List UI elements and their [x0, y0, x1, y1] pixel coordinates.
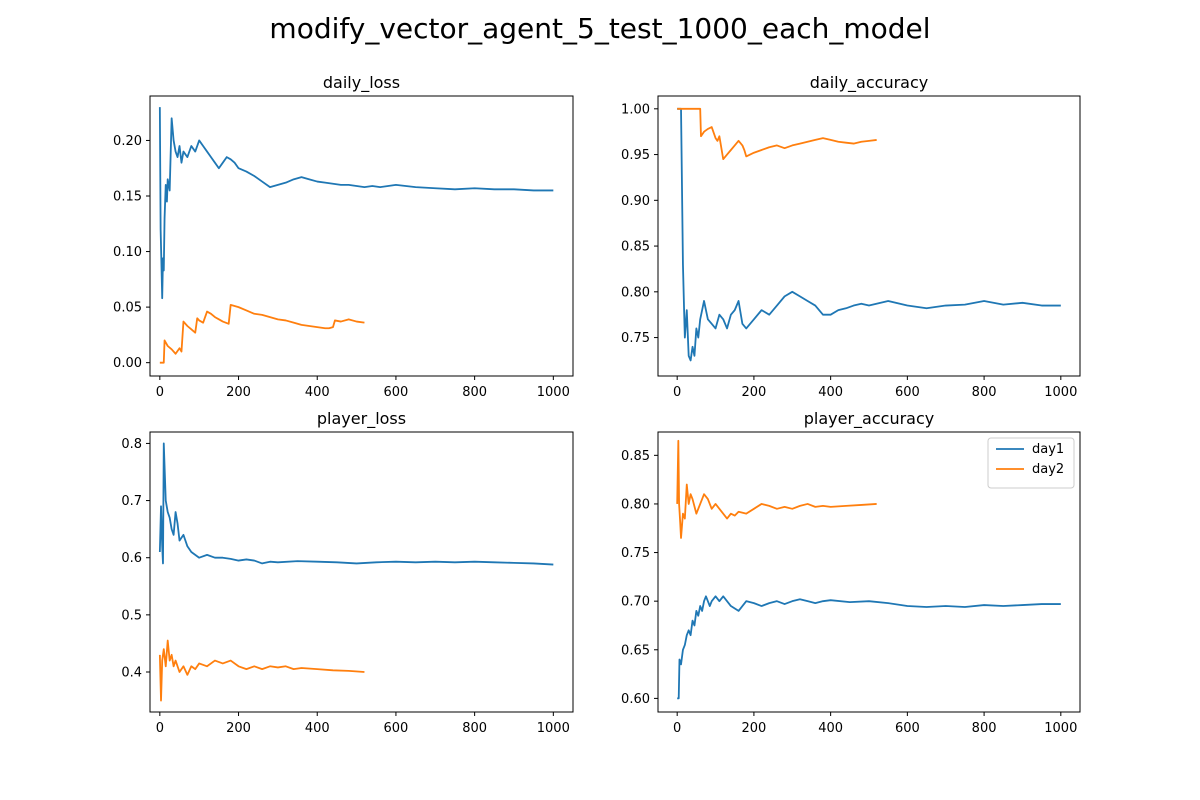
daily-loss-x-tick-label: 0: [156, 385, 164, 400]
daily-accuracy-x-tick-label: 0: [673, 385, 681, 400]
player-loss-frame: [149, 431, 574, 713]
subplot-daily-loss: daily_loss 0 200 400 600 800 1000 0.00 0.05 0.10 0…: [113, 73, 574, 400]
player-loss-series-day1: [158, 442, 554, 566]
daily-loss-x-tick-label: 200: [226, 385, 251, 400]
daily-loss-y-tick-label: 0.00: [113, 356, 142, 371]
daily-loss-y-tick-label: 0.05: [113, 301, 142, 316]
daily-accuracy-x-tick-label: 1000: [1044, 385, 1077, 400]
daily-loss-x-tick-label: 1000: [537, 385, 570, 400]
daily-loss-series-day1: [158, 107, 554, 300]
player-accuracy-y-tick-label: 0.65: [621, 643, 650, 658]
player-accuracy-x-tick-label: 0: [673, 721, 681, 736]
legend-box: [987, 437, 1075, 489]
player-accuracy-x-tick-label: 200: [741, 721, 766, 736]
player-loss-x-tick-label: 600: [384, 721, 409, 736]
player-loss-x-tick-label: 200: [226, 721, 251, 736]
player-loss-y-tick-label: 0.7: [121, 494, 142, 509]
daily-loss-title: daily_loss: [323, 73, 400, 93]
player-loss-y-tick-label: 0.4: [121, 666, 142, 681]
daily-accuracy-y-tick-label: 0.90: [621, 194, 650, 209]
daily-loss-y-tick-label: 0.10: [113, 245, 142, 260]
player-loss-y-tick-label: 0.5: [121, 608, 142, 623]
player-accuracy-title: player_accuracy: [804, 409, 934, 429]
daily-loss-y-tick-label: 0.15: [113, 190, 142, 205]
daily-accuracy-y-tick-label: 0.95: [621, 148, 650, 163]
daily-accuracy-x-tick-label: 400: [818, 385, 843, 400]
daily-loss-x-tick-label: 400: [305, 385, 330, 400]
player-accuracy-x-tick-label: 800: [972, 721, 997, 736]
daily-loss-frame: [149, 95, 574, 377]
daily-accuracy-y-tick-label: 0.85: [621, 240, 650, 255]
player-loss-series-day2: [158, 639, 365, 702]
daily-accuracy-series-day2: [677, 107, 877, 161]
player-loss-x-tick-label: 1000: [537, 721, 570, 736]
daily-accuracy-x-tick-label: 600: [895, 385, 920, 400]
subplot-player-accuracy: player_accuracy 0 200 400 600 800 1000 0.60 0.65…: [621, 409, 1081, 736]
subplot-player-loss: player_loss 0 200 400 600 800 1000 0.4 0.5 0.6 0.7…: [121, 409, 574, 736]
daily-accuracy-frame: [657, 95, 1081, 377]
player-accuracy-x-tick-label: 600: [895, 721, 920, 736]
subplot-daily-accuracy: daily_accuracy 0 200 400 600 800 1000 0.75 0.80 0…: [621, 73, 1081, 400]
player-accuracy-series-day2: [676, 439, 877, 539]
player-loss-title: player_loss: [317, 409, 406, 429]
daily-loss-series-day2: [159, 303, 365, 364]
daily-accuracy-y-tick-label: 1.00: [621, 102, 650, 117]
player-loss-x-tick-label: 400: [305, 721, 330, 736]
figure-title: modify_vector_agent_5_test_1000_each_mod…: [269, 12, 930, 45]
player-accuracy-y-tick-label: 0.75: [621, 546, 650, 561]
player-loss-y-tick-label: 0.6: [121, 551, 142, 566]
daily-loss-x-tick-label: 800: [462, 385, 487, 400]
player-accuracy-frame: [657, 431, 1081, 713]
player-accuracy-series-day1: [677, 595, 1061, 700]
daily-accuracy-title: daily_accuracy: [810, 73, 929, 93]
daily-accuracy-x-tick-label: 800: [972, 385, 997, 400]
legend-label-day2: day2: [1032, 462, 1064, 477]
player-accuracy-y-tick-label: 0.85: [621, 449, 650, 464]
player-accuracy-x-tick-label: 1000: [1044, 721, 1077, 736]
daily-loss-x-tick-label: 600: [384, 385, 409, 400]
legend-label-day1: day1: [1032, 442, 1064, 457]
player-accuracy-x-tick-label: 400: [818, 721, 843, 736]
daily-accuracy-y-tick-label: 0.80: [621, 285, 650, 300]
daily-accuracy-series-day1: [677, 107, 1061, 362]
player-loss-x-tick-label: 0: [156, 721, 164, 736]
player-accuracy-y-tick-label: 0.80: [621, 497, 650, 512]
daily-accuracy-y-tick-label: 0.75: [621, 331, 650, 346]
daily-loss-y-tick-label: 0.20: [113, 134, 142, 149]
player-loss-y-tick-label: 0.8: [121, 437, 142, 452]
daily-accuracy-x-tick-label: 200: [741, 385, 766, 400]
player-loss-x-tick-label: 800: [462, 721, 487, 736]
player-accuracy-legend: day1 day2: [987, 437, 1075, 489]
player-accuracy-y-tick-label: 0.60: [621, 692, 650, 707]
player-accuracy-y-tick-label: 0.70: [621, 595, 650, 610]
